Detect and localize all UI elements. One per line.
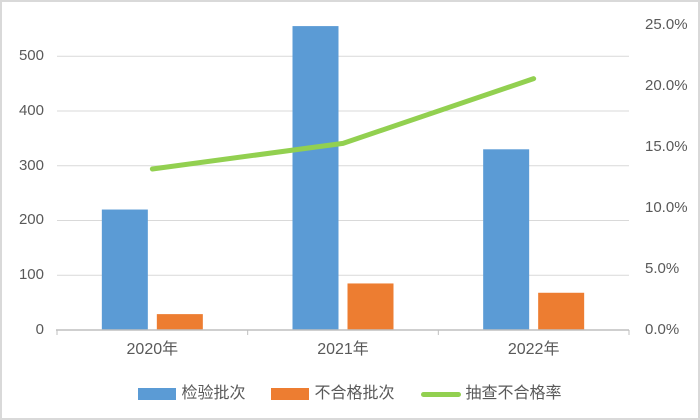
blue-bar-swatch-icon (138, 388, 177, 400)
bar-inspected-batches[interactable] (101, 209, 148, 330)
legend: 检验批次 不合格批次 抽查不合格率 (2, 384, 698, 404)
left-axis-tick-label: 300 (18, 156, 44, 174)
right-axis-tick-label: 15.0% (645, 138, 688, 155)
x-axis-category-label: 2021年 (317, 341, 369, 358)
legend-label: 检验批次 (181, 385, 246, 402)
bar-inspected-batches[interactable] (483, 149, 530, 330)
orange-bar-swatch-icon (271, 388, 310, 400)
legend-label: 不合格批次 (314, 385, 395, 402)
bar-failed-batches[interactable] (538, 292, 585, 330)
x-axis-category-label: 2022年 (507, 341, 560, 358)
right-axis-tick-label: 25.0% (645, 16, 688, 33)
right-axis-tick-label: 10.0% (645, 199, 688, 216)
legend-item-failed-batches[interactable]: 不合格批次 (271, 384, 395, 404)
left-axis-tick-label: 500 (18, 47, 44, 65)
legend-label: 抽查不合格率 (465, 385, 562, 402)
bar-failed-batches[interactable] (347, 283, 394, 330)
legend-item-failure-rate[interactable]: 抽查不合格率 (420, 384, 562, 404)
bar-inspected-batches[interactable] (292, 26, 339, 330)
left-axis-tick-label: 200 (18, 211, 44, 229)
legend-item-inspected-batches[interactable]: 检验批次 (138, 384, 245, 404)
line-failure-rate[interactable] (149, 76, 537, 172)
bar-failed-batches[interactable] (156, 314, 203, 330)
left-axis-tick-label: 400 (18, 101, 44, 119)
right-axis-tick-label: 5.0% (645, 260, 680, 277)
x-axis-category-label: 2020年 (126, 341, 179, 358)
right-axis-tick-label: 0.0% (645, 321, 680, 338)
green-line-swatch-icon (420, 391, 461, 397)
right-axis-tick-label: 20.0% (645, 77, 688, 94)
left-axis-tick-label: 100 (18, 266, 44, 284)
left-axis-tick-label: 0 (35, 321, 44, 338)
